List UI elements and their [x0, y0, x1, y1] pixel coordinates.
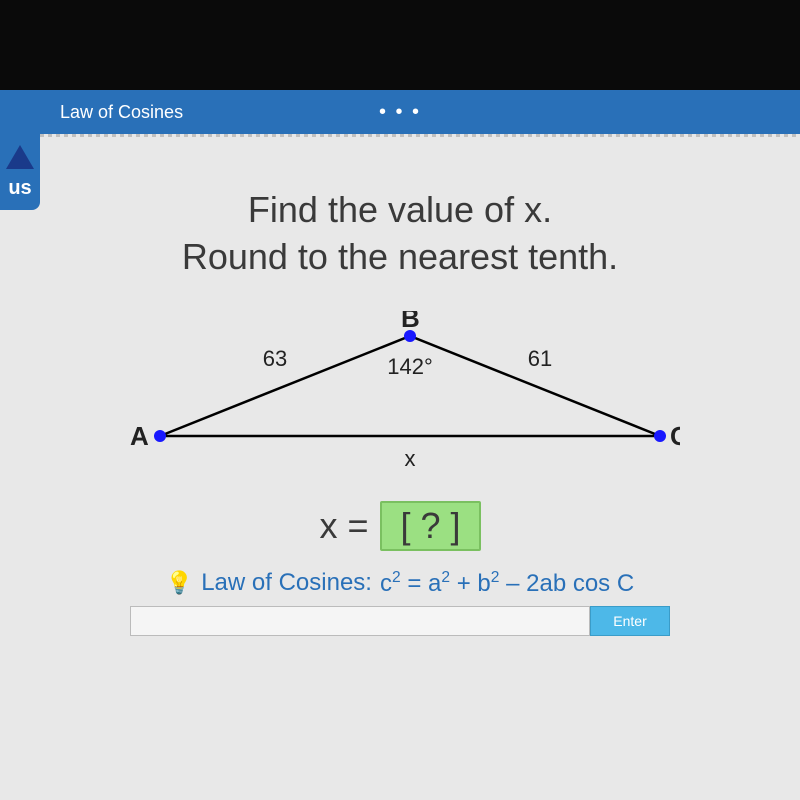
enter-button[interactable]: Enter: [590, 606, 670, 636]
title-bar: Law of Cosines • • •: [0, 90, 800, 134]
vertex-a-dot: [154, 430, 166, 442]
answer-box[interactable]: [ ? ]: [380, 501, 480, 551]
vertex-c-label: C: [670, 421, 680, 451]
answer-row: x = [ ? ]: [40, 501, 760, 551]
side-ab-label: 63: [263, 346, 287, 371]
vertex-a-label: A: [130, 421, 149, 451]
monitor-bezel: [0, 0, 800, 90]
bulb-icon: 💡: [166, 570, 193, 596]
side-bc-label: 61: [528, 346, 552, 371]
side-tab[interactable]: us: [0, 90, 40, 210]
page-title: Law of Cosines: [60, 102, 183, 123]
side-tab-triangle-icon: [6, 145, 34, 169]
app-window: Law of Cosines • • • Find the value of x…: [0, 90, 800, 800]
triangle-outline: [160, 336, 660, 436]
side-ac-label: x: [405, 446, 416, 471]
title-dots-icon[interactable]: • • •: [379, 101, 421, 124]
question-line-2: Round to the nearest tenth.: [40, 234, 760, 281]
input-row: Enter: [40, 606, 760, 636]
question-line-1: Find the value of x.: [40, 187, 760, 234]
formula-label: Law of Cosines:: [201, 569, 372, 597]
angle-b-label: 142°: [387, 354, 433, 379]
answer-placeholder: ?: [421, 505, 441, 546]
triangle-diagram: A B C 63 142° 61 x: [120, 311, 680, 481]
content-area: Find the value of x. Round to the neares…: [0, 137, 800, 656]
vertex-b-label: B: [401, 311, 420, 333]
formula-text: c2 = a2 + b2 – 2ab cos C: [380, 569, 634, 598]
side-tab-label: us: [8, 177, 31, 200]
monitor-frame: us Law of Cosines • • • Find the value o…: [0, 0, 800, 800]
answer-input[interactable]: [130, 606, 590, 636]
answer-prefix: x =: [319, 505, 368, 547]
vertex-c-dot: [654, 430, 666, 442]
formula-row: 💡 Law of Cosines: c2 = a2 + b2 – 2ab cos…: [40, 569, 760, 598]
